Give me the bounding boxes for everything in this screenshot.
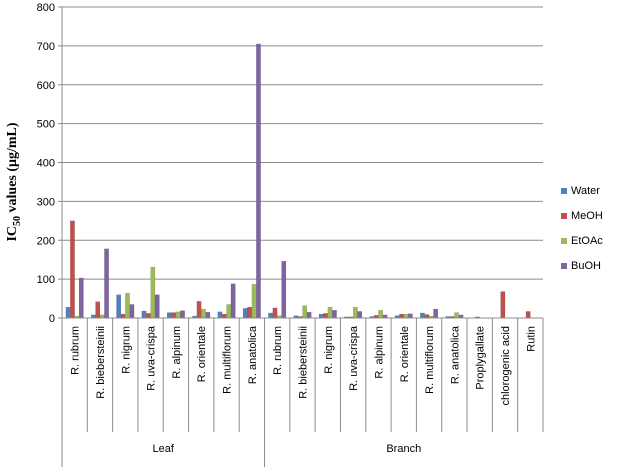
legend-swatch	[561, 263, 567, 269]
bar-water	[116, 294, 122, 319]
category-label: R. uva-crispa	[348, 325, 360, 391]
bar-meoh	[120, 313, 126, 319]
bar-buoh	[129, 304, 135, 319]
bar-etoac	[302, 305, 308, 319]
bar-buoh	[433, 308, 439, 319]
bar-etoac	[150, 266, 156, 319]
category-label: R. multiflorum	[424, 326, 436, 394]
bar-etoac	[125, 292, 130, 319]
legend-label: EtOAc	[571, 235, 603, 247]
bar-meoh	[70, 220, 75, 319]
bar-meoh	[525, 311, 531, 319]
y-tick-label: 600	[37, 80, 55, 92]
y-tick-label: 500	[37, 119, 55, 131]
axes	[61, 7, 544, 467]
bar-etoac	[454, 312, 459, 319]
y-tick-label: 700	[37, 41, 55, 53]
y-tick-label: 100	[37, 274, 55, 286]
bar-etoac	[352, 306, 358, 319]
bar-meoh	[95, 301, 101, 319]
bar-buoh	[230, 283, 236, 319]
bar-water	[166, 312, 172, 319]
category-label: R. rubrum	[70, 326, 82, 375]
category-label: R. biebersteinii	[298, 326, 310, 399]
y-tick-label: 0	[49, 313, 55, 325]
bar-buoh	[154, 294, 160, 319]
category-label: R. alpinum	[373, 326, 385, 379]
category-label: R. anatolica	[247, 325, 259, 384]
bar-water	[420, 312, 425, 319]
group-labels: Leaf Branch	[153, 443, 422, 455]
bar-meoh	[171, 312, 177, 319]
bar-buoh	[205, 311, 211, 319]
bar-buoh	[407, 313, 413, 319]
category-label: R. multiflorum	[222, 326, 234, 394]
bar-buoh	[104, 248, 109, 319]
bar-etoac	[226, 304, 232, 319]
group-label: Branch	[386, 443, 421, 455]
gridlines	[62, 6, 543, 319]
bar-water	[217, 311, 223, 319]
legend-swatch	[561, 213, 567, 219]
bar-etoac	[175, 311, 181, 319]
y-tick-label: 200	[37, 235, 55, 247]
category-label: R. nigrum	[120, 326, 132, 374]
bar-buoh	[180, 310, 185, 319]
category-label: R. biebersteinii	[95, 326, 107, 399]
bar-water	[242, 308, 248, 319]
bar-meoh	[399, 313, 404, 319]
bar-meoh	[424, 314, 430, 319]
legend-swatch	[561, 188, 567, 194]
category-labels: R. rubrum R. biebersteinii R. nigrum R. uva…	[70, 325, 538, 405]
category-label: R. orientale	[399, 326, 411, 382]
bar-buoh	[332, 310, 337, 319]
bar-meoh	[247, 306, 253, 319]
category-label: R. alpinum	[171, 326, 183, 379]
bar-buoh	[281, 261, 287, 319]
bar-water	[318, 313, 324, 319]
bar-etoac	[378, 310, 384, 319]
y-tick-label: 800	[37, 2, 55, 14]
category-label: R. rubrum	[272, 326, 284, 375]
bar-meoh	[146, 313, 151, 319]
bar-buoh	[357, 311, 363, 319]
bar-etoac	[201, 308, 206, 319]
bar-meoh	[221, 313, 227, 319]
y-tick-label: 400	[37, 158, 55, 170]
legend: Water MeOH EtOAc BuOH	[561, 185, 603, 272]
category-label: R. nigrum	[323, 326, 335, 374]
category-label: Rutin	[525, 326, 537, 352]
bar-etoac	[327, 306, 333, 319]
bar-meoh	[272, 307, 278, 319]
y-axis-ticks: 0 100 200 300 400 500 600 700 800	[37, 2, 62, 325]
category-label: chlorogenic acid	[500, 326, 512, 406]
bar-water	[141, 310, 147, 319]
legend-label: BuOH	[571, 260, 601, 272]
bar-meoh	[196, 301, 202, 319]
category-label: R. orientale	[196, 326, 208, 382]
category-label: R. uva-crispa	[146, 325, 158, 391]
category-label: Proplygallate	[475, 326, 487, 390]
y-axis-title: IC50 values (μg/mL)	[5, 122, 23, 241]
y-tick-label: 300	[37, 196, 55, 208]
group-label: Leaf	[153, 443, 175, 455]
bar-water	[65, 306, 71, 319]
bar-etoac	[251, 283, 257, 319]
bar-buoh	[78, 277, 84, 319]
legend-label: MeOH	[571, 210, 603, 222]
bar-buoh	[256, 43, 261, 319]
bar-etoac	[403, 313, 409, 319]
bar-buoh	[306, 311, 312, 319]
legend-swatch	[561, 238, 567, 244]
legend-label: Water	[571, 185, 600, 197]
bar-meoh	[323, 313, 329, 319]
bar-meoh	[500, 291, 506, 319]
category-label: R. anatolica	[449, 325, 461, 384]
bar-water	[268, 312, 273, 319]
